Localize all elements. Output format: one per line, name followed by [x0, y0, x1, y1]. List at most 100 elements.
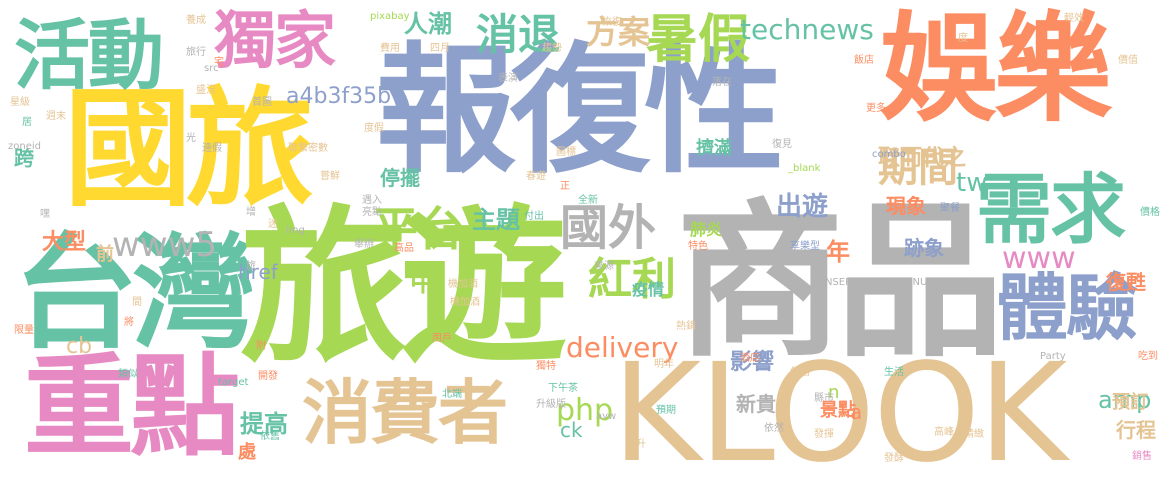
- word: 商品: [676, 184, 1004, 380]
- word: 主題: [472, 206, 520, 234]
- word v: 跨: [14, 146, 34, 170]
- word: 遇入: [362, 195, 382, 206]
- word: 生活: [884, 367, 904, 378]
- word: 將: [124, 317, 134, 328]
- word: 前: [96, 244, 114, 265]
- word: ck: [560, 418, 583, 442]
- word: 添加: [886, 203, 906, 214]
- word: 紅利: [588, 254, 676, 305]
- word: 間: [132, 297, 142, 308]
- word: 重點: [24, 343, 240, 471]
- word: 附: [256, 341, 266, 352]
- word: 飯店: [854, 55, 874, 66]
- word: 提高: [240, 410, 288, 438]
- word: 機加酒: [448, 279, 478, 290]
- word: 嘗鮮: [320, 171, 340, 182]
- word: amp: [1098, 386, 1152, 414]
- word: 全新: [578, 195, 598, 206]
- word: 恢復: [602, 17, 622, 28]
- word: 台灣: [14, 222, 256, 366]
- word: 行程: [1116, 418, 1156, 442]
- word: 舉辦: [354, 239, 374, 250]
- word: 北端: [442, 389, 462, 400]
- word: 旅遊: [240, 190, 568, 386]
- word: 大型: [42, 230, 87, 255]
- word: 出遊: [776, 192, 829, 222]
- word: a: [850, 400, 863, 424]
- word: 宅: [214, 57, 224, 68]
- word: INSERT_RANDOM_NUMBER_HERE: [822, 277, 989, 288]
- word: 預期: [656, 405, 676, 416]
- word: target: [218, 377, 249, 388]
- word: 旅: [246, 261, 256, 272]
- word: 開發: [258, 371, 278, 382]
- word: 四月: [430, 43, 450, 54]
- word: 活動: [14, 11, 164, 100]
- word: 新貴: [736, 392, 776, 416]
- word: 升級版: [536, 399, 566, 410]
- word: zoneid: [8, 141, 41, 152]
- word: 價格: [1140, 207, 1160, 218]
- word: 發酵: [884, 453, 904, 464]
- word: pixabay: [370, 11, 410, 22]
- word: 付出: [524, 211, 544, 222]
- word: 趨勢: [542, 43, 562, 54]
- word: 報復性: [376, 30, 784, 193]
- word: 肺炎: [690, 220, 723, 239]
- word: 下午茶: [548, 383, 578, 394]
- word: 人潮: [404, 10, 452, 38]
- word: 依舊: [260, 431, 280, 442]
- word: 復見: [772, 139, 792, 150]
- word: 週末: [46, 111, 66, 122]
- word: 度: [958, 33, 968, 44]
- word: tw: [956, 168, 988, 198]
- word: 國外: [560, 200, 657, 256]
- word: 居: [22, 117, 32, 128]
- word: php: [556, 393, 614, 428]
- word: KLOOK: [612, 335, 1067, 482]
- word: 盛況: [196, 85, 216, 96]
- word: 圖標: [556, 147, 576, 158]
- word: 機加酒: [450, 297, 480, 308]
- word: 限量: [14, 325, 34, 336]
- word: 旅行: [186, 47, 206, 58]
- word: 亮點: [362, 207, 382, 218]
- word: 首圖: [252, 97, 272, 108]
- word: 價值: [1118, 55, 1138, 66]
- word: 類似: [118, 369, 138, 380]
- word: 復甦: [1106, 270, 1146, 294]
- word: 精緻: [964, 429, 984, 440]
- word: 銷售: [1132, 451, 1152, 462]
- word: 特色: [688, 241, 708, 252]
- word: 取而代之: [878, 146, 967, 171]
- word: 包括: [790, 367, 810, 378]
- word: 消退: [476, 10, 561, 59]
- word: 高峰: [934, 427, 954, 438]
- word: 體驗: [996, 266, 1138, 350]
- word: 影響: [730, 350, 775, 375]
- word: 養成: [186, 15, 206, 26]
- word: 預訂: [1112, 392, 1148, 413]
- word: 酒店: [740, 353, 760, 364]
- word: 聯繫密數: [288, 143, 328, 154]
- word: 光: [186, 133, 196, 144]
- word: 費用: [380, 43, 400, 54]
- word: 年: [826, 238, 850, 266]
- word: 正: [560, 181, 570, 192]
- word: href: [238, 260, 278, 284]
- word: 更多: [866, 103, 886, 114]
- word: 聚餐: [940, 203, 960, 214]
- word: 處: [238, 442, 256, 463]
- word: 需求: [976, 165, 1126, 254]
- word: delivery: [566, 331, 679, 364]
- word: 享樂型: [790, 241, 820, 252]
- word: 方案: [586, 13, 651, 51]
- word: 獨家: [214, 4, 336, 77]
- word: 迷: [268, 219, 278, 230]
- word: combo: [872, 149, 906, 160]
- word: 增: [246, 207, 256, 218]
- word: 獨特: [536, 361, 556, 372]
- word: 娛樂: [880, 0, 1112, 138]
- word: 景點: [820, 400, 856, 421]
